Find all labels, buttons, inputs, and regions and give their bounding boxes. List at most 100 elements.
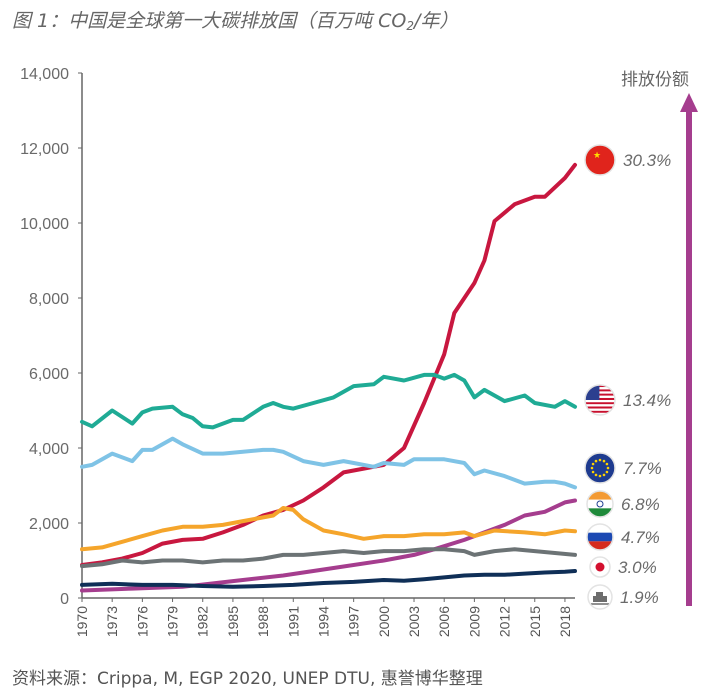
- flag-ring: [586, 490, 614, 518]
- x-tick-label: 1994: [315, 606, 331, 637]
- x-tick-label: 1982: [195, 606, 211, 637]
- y-tick-label: 6,000: [29, 366, 69, 383]
- x-tick-label: 2018: [557, 606, 573, 637]
- usa-flag-icon: [584, 384, 616, 416]
- series-line-eu-flag: [80, 436, 577, 490]
- flag-star: [591, 470, 595, 474]
- japan-flag-icon: [589, 556, 611, 578]
- flag-stripe: [585, 412, 615, 415]
- ship-cabin: [596, 592, 603, 596]
- flag-star: [598, 458, 602, 462]
- x-tick-label: 1979: [165, 606, 181, 637]
- x-tick-label: 2015: [527, 606, 543, 637]
- x-tick-label: 1988: [255, 606, 271, 637]
- y-tick-label: 8,000: [29, 291, 69, 308]
- flag-star: [591, 462, 595, 466]
- chart-title-tail: /年）: [414, 10, 459, 32]
- flag-stripe: [585, 397, 615, 400]
- flag-ring: [589, 556, 611, 578]
- flag-face: [585, 385, 615, 415]
- flag-star: [594, 473, 598, 477]
- x-tick-label: 1970: [74, 606, 90, 637]
- flag-star: [606, 466, 610, 470]
- x-tick-label: 2000: [376, 606, 392, 637]
- share-label: 1.9%: [620, 588, 659, 607]
- y-tick-label: 0: [60, 591, 69, 608]
- share-label: 7.7%: [623, 459, 662, 478]
- flag-star: [602, 473, 606, 477]
- chart-title-main: 图 1：中国是全球第一大碳排放国（百万吨 CO: [12, 10, 407, 32]
- chart-axes: [81, 73, 575, 599]
- y-tick-label: 12,000: [20, 141, 69, 158]
- x-axis-ticks: 1970 1973 1976 1979 1982 1985 1988 1991 1994 1997…: [74, 598, 573, 637]
- y-tick-label: 14,000: [20, 66, 69, 83]
- flag-band: [587, 532, 613, 542]
- share-labels: 30.3% 13.4% 7.7% 6.8% 4.7% 3.0% 1.9%: [618, 151, 671, 607]
- russia-flag-icon: [586, 523, 614, 551]
- flag-star: [598, 474, 602, 478]
- series-lines: [80, 162, 577, 593]
- flag-face: ★: [585, 145, 615, 175]
- y-tick-label: 10,000: [20, 216, 69, 233]
- flag-stripe: [585, 406, 615, 409]
- flag-stripe: [585, 410, 615, 413]
- flag-star: [594, 459, 598, 463]
- flag-band: [587, 541, 613, 550]
- flag-star: [605, 470, 609, 474]
- flag-disc: [595, 562, 605, 572]
- flag-stripe: [585, 391, 615, 394]
- flag-stripe: [585, 389, 615, 392]
- x-tick-label: 1985: [225, 606, 241, 637]
- share-label: 4.7%: [621, 528, 660, 547]
- flag-stripe: [585, 395, 615, 398]
- series-line-china-flag: [80, 162, 577, 567]
- flag-chakra: [596, 500, 604, 508]
- x-tick-label: 2006: [436, 606, 452, 637]
- series-line-japan-flag: [80, 547, 577, 569]
- y-tick-label: 2,000: [29, 516, 69, 533]
- flag-band: [587, 499, 613, 509]
- x-tick-label: 2003: [406, 606, 422, 637]
- ship-icon: [587, 584, 613, 610]
- x-tick-label: 1991: [285, 606, 301, 637]
- share-arrow-head: [680, 93, 698, 112]
- flag-face: [590, 557, 610, 577]
- flag-ring: [584, 144, 616, 176]
- chart-title-subscript: 2: [406, 19, 415, 33]
- series-line-india-flag: [80, 498, 577, 593]
- flag-stripe: [585, 385, 615, 388]
- flag-ring: [584, 384, 616, 416]
- source-note: 资料来源：Crippa, M, EGP 2020, UNEP DTU, 惠誉博华…: [12, 669, 483, 689]
- flag-ring: [584, 452, 616, 484]
- flag-field: [585, 453, 615, 483]
- ship-hull: [593, 596, 607, 602]
- share-arrow: 排放份额: [621, 70, 698, 606]
- flag-band: [587, 508, 613, 517]
- flag-face: [587, 524, 613, 550]
- flag-ring: [586, 523, 614, 551]
- flag-star: [590, 466, 594, 470]
- flag-star: [605, 462, 609, 466]
- flag-band: [587, 524, 613, 533]
- flag-face: [585, 453, 615, 483]
- series-line-ship: [80, 569, 577, 589]
- flag-field: [585, 145, 615, 175]
- eu-flag-icon: [584, 452, 616, 484]
- x-tick-label: 1997: [346, 606, 362, 637]
- share-label: 13.4%: [623, 391, 671, 410]
- series-line-russia-flag: [80, 506, 577, 552]
- x-tick-label: 2012: [497, 606, 513, 637]
- y-tick-label: 4,000: [29, 441, 69, 458]
- flag-stripe: [585, 408, 615, 411]
- china-flag-icon: ★: [584, 144, 616, 176]
- chart-title: 图 1：中国是全球第一大碳排放国（百万吨 CO2/年）: [12, 6, 458, 33]
- flag-star: [602, 459, 606, 463]
- flag-band: [587, 491, 613, 500]
- flag-stripe: [585, 400, 615, 403]
- flag-stripe: [585, 404, 615, 407]
- x-tick-label: 2009: [466, 606, 482, 637]
- x-tick-label: 1976: [134, 606, 150, 637]
- flag-star: ★: [593, 151, 601, 161]
- x-tick-label: 1973: [104, 606, 120, 637]
- series-line-usa-flag: [80, 372, 577, 430]
